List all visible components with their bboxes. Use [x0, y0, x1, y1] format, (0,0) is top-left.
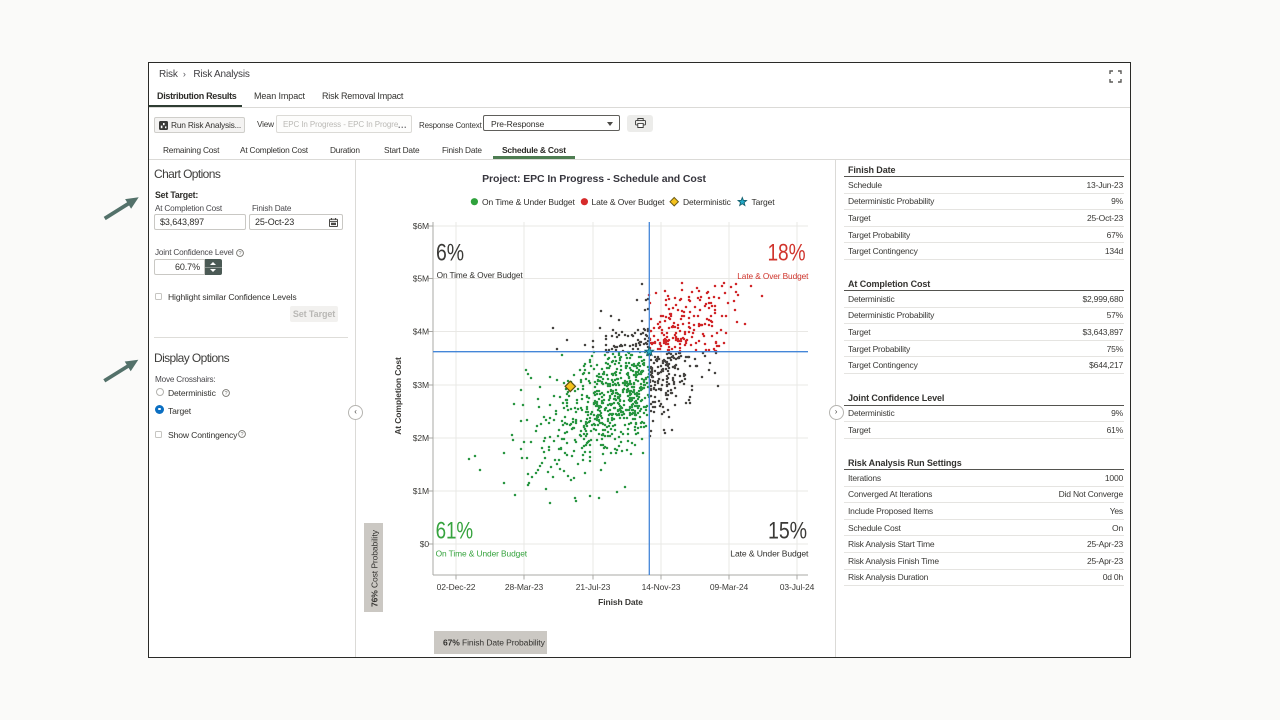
svg-text:On Time & Over Budget: On Time & Over Budget: [437, 270, 524, 280]
svg-text:21-Jul-23: 21-Jul-23: [576, 582, 611, 592]
svg-text:$6M: $6M: [413, 221, 429, 231]
svg-text:Target: Target: [752, 197, 776, 207]
svg-text:At Completion Cost: At Completion Cost: [393, 357, 403, 435]
svg-text:?: ?: [241, 432, 244, 438]
svg-text:03-Jul-24: 03-Jul-24: [780, 582, 815, 592]
svg-text:28-Mar-23: 28-Mar-23: [505, 582, 544, 592]
svg-text:Late & Over Budget: Late & Over Budget: [737, 271, 809, 281]
svg-text:$0: $0: [420, 539, 430, 549]
svg-text:Project: EPC In Progress - Sch: Project: EPC In Progress - Schedule and …: [482, 173, 706, 185]
svg-text:On Time & Under Budget: On Time & Under Budget: [436, 549, 528, 559]
svg-text:$5M: $5M: [413, 274, 429, 284]
svg-text:?: ?: [224, 391, 227, 397]
svg-text:Deterministic: Deterministic: [683, 197, 732, 207]
svg-text:14-Nov-23: 14-Nov-23: [642, 582, 681, 592]
svg-text:61%: 61%: [436, 517, 474, 544]
svg-text:Finish Date: Finish Date: [598, 597, 643, 607]
svg-text:$3M: $3M: [413, 380, 429, 390]
svg-text:$2M: $2M: [413, 433, 429, 443]
svg-text:Late & Under Budget: Late & Under Budget: [730, 549, 809, 559]
svg-text:$1M: $1M: [413, 486, 429, 496]
svg-text:Late & Over Budget: Late & Over Budget: [592, 197, 666, 207]
svg-text:6%: 6%: [436, 240, 464, 267]
svg-text:02-Dec-22: 02-Dec-22: [437, 582, 476, 592]
svg-text:76% Cost Probability: 76% Cost Probability: [370, 529, 380, 607]
svg-text:18%: 18%: [768, 240, 806, 267]
svg-text:15%: 15%: [768, 517, 807, 544]
svg-text:09-Mar-24: 09-Mar-24: [710, 582, 749, 592]
svg-text:On Time & Under Budget: On Time & Under Budget: [482, 197, 576, 207]
svg-text:?: ?: [239, 251, 242, 257]
svg-text:$4M: $4M: [413, 327, 429, 337]
svg-text:67% Finish Date Probability: 67% Finish Date Probability: [443, 638, 546, 648]
